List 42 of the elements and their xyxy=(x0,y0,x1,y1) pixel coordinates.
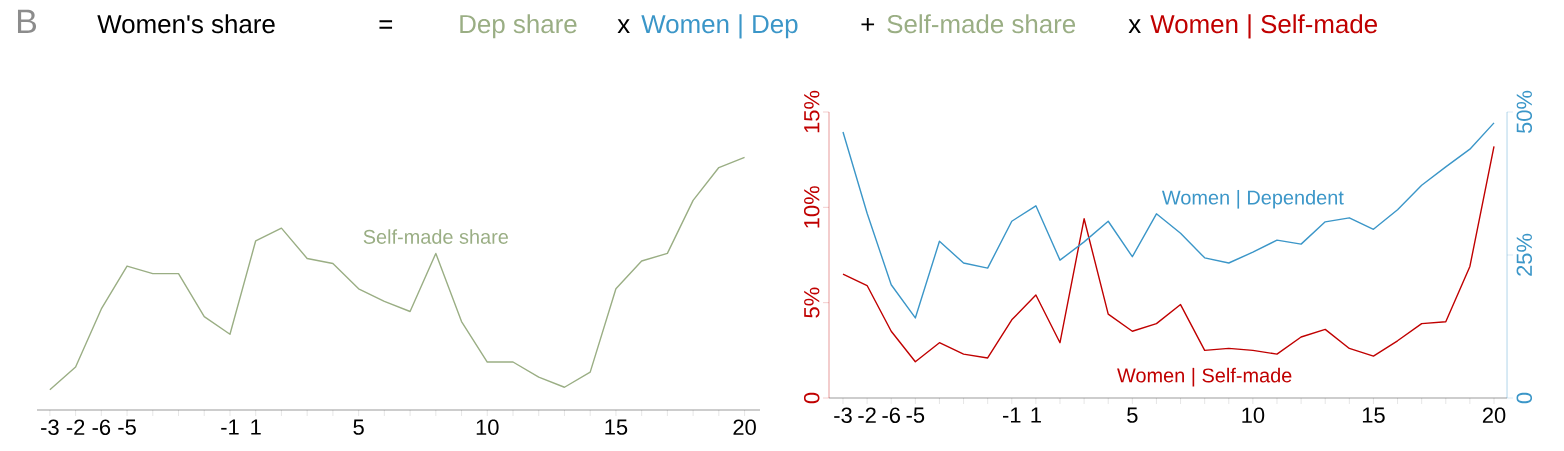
text: Women's share xyxy=(97,14,275,34)
x-tick-label: 20 xyxy=(733,419,756,436)
series-label: Women | Self-made xyxy=(1117,367,1292,387)
series-label: Women | Dependent xyxy=(1161,189,1344,209)
y-tick-label: 10% xyxy=(803,186,820,228)
y-tick-label: 15% xyxy=(804,90,820,133)
x-tick-label: -1 xyxy=(221,419,239,435)
text: x xyxy=(617,19,630,33)
x-tick-label: 20 xyxy=(1482,407,1506,424)
x-tick-label: -1 xyxy=(1003,407,1021,423)
y2-tick-label: 25% xyxy=(1516,233,1533,276)
text: Self-made share xyxy=(887,14,1076,34)
x-tick-label: 10 xyxy=(476,419,499,436)
x-tick-label: -6 xyxy=(882,407,901,424)
y2-tick-label: 50% xyxy=(1516,90,1533,134)
text: + xyxy=(861,18,875,31)
series-label: Self-made share xyxy=(363,229,508,244)
line-series xyxy=(842,145,1495,363)
line-series xyxy=(842,122,1495,319)
text: Women | Self-made xyxy=(1150,14,1377,39)
x-tick-label: -5 xyxy=(906,407,925,423)
x-tick-label: 5 xyxy=(1127,407,1138,423)
x-tick-label: 1 xyxy=(1031,407,1041,423)
text: Dep share xyxy=(460,14,577,39)
x-tick-label: -6 xyxy=(92,419,111,436)
x-tick-label: 5 xyxy=(353,419,364,435)
y2-tick-label: 0 xyxy=(1516,392,1533,404)
x-tick-label: 1 xyxy=(251,419,261,435)
x-tick-label: -3 xyxy=(834,407,852,424)
x-tick-label: -2 xyxy=(66,419,85,435)
x-tick-label: -5 xyxy=(118,419,136,435)
x-tick-label: 15 xyxy=(605,419,628,435)
text: B xyxy=(17,9,37,33)
x-tick-label: 15 xyxy=(1362,407,1385,423)
text: = xyxy=(379,20,393,29)
text: Women | Dep xyxy=(641,14,798,39)
x-tick-label: -3 xyxy=(41,419,59,436)
x-tick-label: -2 xyxy=(858,407,876,423)
x-tick-label: 10 xyxy=(1242,407,1265,424)
y-tick-label: 5% xyxy=(804,287,820,318)
text: x xyxy=(1128,19,1141,33)
y-tick-label: 0 xyxy=(803,392,820,404)
